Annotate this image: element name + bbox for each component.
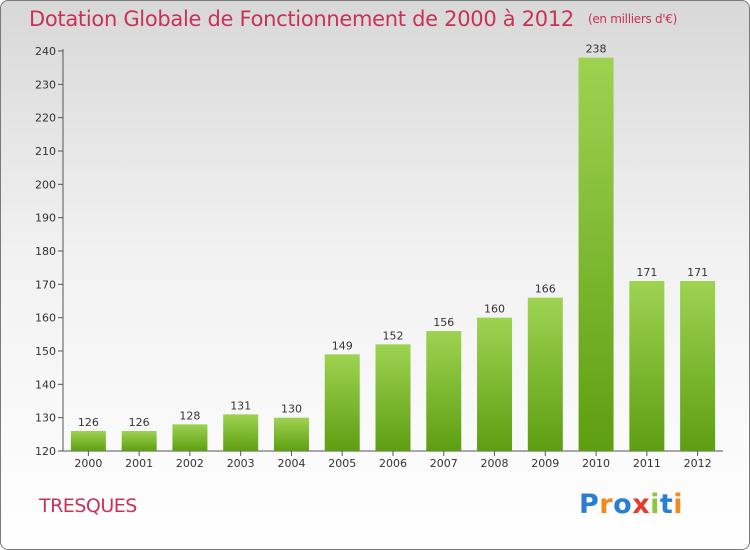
logo-letter: x: [632, 489, 651, 520]
y-tick-label: 240: [35, 45, 56, 58]
logo-letter: t: [659, 489, 674, 520]
logo-letter: o: [613, 489, 633, 520]
bar-value-label: 152: [383, 329, 404, 342]
bar: [426, 331, 462, 451]
y-tick-label: 140: [35, 378, 56, 391]
bar: [578, 57, 614, 452]
commune-name: TRESQUES: [39, 495, 137, 517]
x-tick-label: 2007: [430, 457, 458, 470]
y-tick-label: 180: [35, 245, 56, 258]
bar: [121, 431, 157, 451]
bar: [70, 431, 106, 451]
y-tick-label: 190: [35, 212, 56, 225]
x-tick-label: 2009: [531, 457, 559, 470]
bars: [70, 57, 716, 452]
logo-letter: i: [673, 489, 684, 520]
bar: [629, 281, 665, 451]
bar: [273, 417, 309, 451]
y-tick-label: 150: [35, 345, 56, 358]
logo-letter: r: [599, 489, 614, 520]
bar: [223, 414, 259, 451]
bar-value-label: 166: [535, 283, 556, 296]
bar-value-label: 238: [586, 43, 607, 56]
bar-value-label: 128: [179, 409, 200, 422]
bar-value-label: 171: [636, 266, 657, 279]
y-tick-label: 230: [35, 78, 56, 91]
y-tick-label: 220: [35, 112, 56, 125]
proxiti-logo[interactable]: Proxiti: [579, 489, 683, 520]
bar-value-label: 149: [332, 339, 353, 352]
x-tick-label: 2004: [277, 457, 305, 470]
bar: [375, 344, 411, 451]
x-tick-label: 2012: [684, 457, 712, 470]
logo-letter: P: [579, 489, 600, 520]
bar: [527, 297, 563, 451]
x-tick-label: 2010: [582, 457, 610, 470]
y-tick-label: 160: [35, 312, 56, 325]
y-tick-label: 200: [35, 178, 56, 191]
chart-subtitle: (en milliers d'€): [587, 12, 677, 26]
bar-value-label: 131: [230, 399, 251, 412]
x-tick-label: 2003: [227, 457, 255, 470]
bar: [324, 354, 360, 451]
bar: [477, 317, 513, 451]
chart-title: Dotation Globale de Fonctionnement de 20…: [29, 7, 677, 31]
bar-value-label: 126: [78, 416, 99, 429]
y-tick-label: 130: [35, 412, 56, 425]
x-tick-label: 2006: [379, 457, 407, 470]
y-tick-label: 170: [35, 278, 56, 291]
bar-value-label: 130: [281, 403, 302, 416]
x-tick-label: 2001: [125, 457, 153, 470]
x-tick-label: 2008: [481, 457, 509, 470]
y-tick-label: 210: [35, 145, 56, 158]
logo-letter: i: [650, 489, 660, 520]
bar: [172, 424, 208, 451]
x-tick-label: 2005: [328, 457, 356, 470]
bar-value-label: 160: [484, 303, 505, 316]
bar-value-label: 171: [687, 266, 708, 279]
axes: 120 130 140 150 160 170 180 190 200 210 220 230 240 2…: [35, 45, 723, 470]
y-tick-label: 120: [35, 445, 56, 458]
bar-value-label: 156: [433, 316, 454, 329]
x-tick-label: 2002: [176, 457, 204, 470]
labels: 126 126 128 131 130 149 152 156 160 166 238 171 171: [78, 43, 708, 429]
title-text: Dotation Globale de Fonctionnement de 20…: [29, 7, 574, 31]
x-tick-label: 2000: [74, 457, 102, 470]
bar: [680, 281, 716, 451]
bar-value-label: 126: [129, 416, 150, 429]
x-tick-label: 2011: [633, 457, 661, 470]
